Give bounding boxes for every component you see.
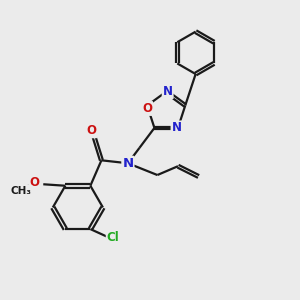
Text: Cl: Cl xyxy=(107,231,119,244)
Text: N: N xyxy=(172,122,182,134)
Text: CH₃: CH₃ xyxy=(11,186,32,196)
Text: O: O xyxy=(29,176,39,189)
Text: N: N xyxy=(163,85,173,98)
Text: O: O xyxy=(86,124,96,137)
Text: O: O xyxy=(142,102,152,115)
Text: N: N xyxy=(122,157,134,170)
